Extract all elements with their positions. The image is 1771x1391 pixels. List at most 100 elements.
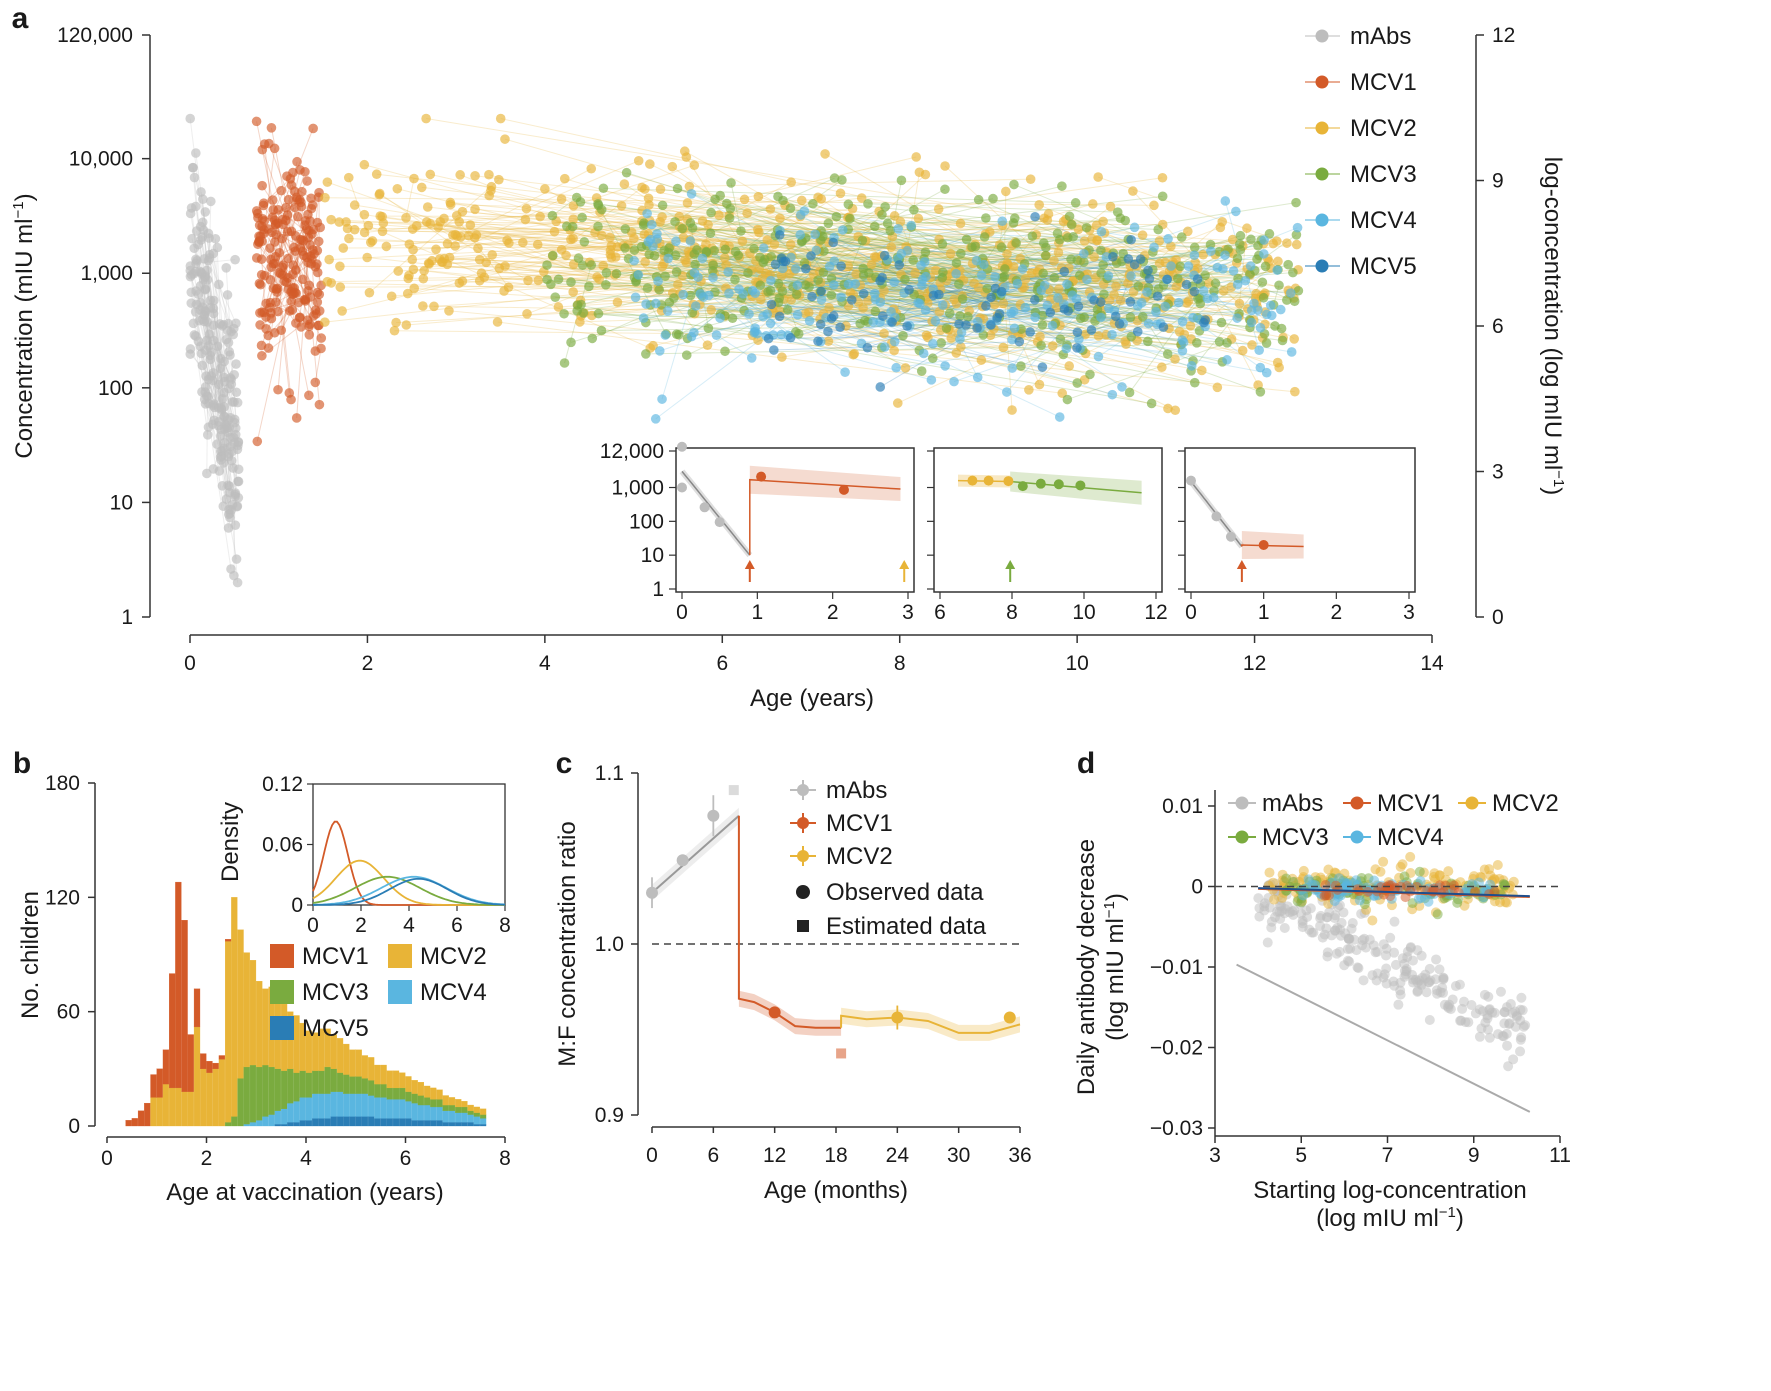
trajectory-line: [843, 240, 863, 285]
data-point-mabs: [1424, 1014, 1435, 1025]
data-point-mabs: [1508, 1054, 1519, 1065]
bar-mcv4: [479, 1118, 487, 1125]
data-point-mabs: [231, 554, 242, 564]
trajectory-line: [730, 182, 742, 232]
data-point-mcv3: [1070, 198, 1081, 208]
bar-mcv4: [448, 1110, 456, 1123]
data-point-mcv2: [408, 264, 419, 275]
data-point-mcv4: [997, 216, 1008, 227]
data-point-mcv5: [986, 292, 996, 303]
data-point-mcv1: [310, 377, 321, 388]
bar-mcv3: [380, 1083, 387, 1098]
data-point-mcv1: [272, 287, 282, 297]
data-point-mcv3: [573, 253, 584, 264]
data-point-mcv2: [1274, 362, 1284, 373]
x-tick-label: 8: [894, 652, 906, 675]
data-point-mcv4: [686, 331, 697, 342]
observed-point-mcv1: [768, 1006, 781, 1019]
data-point-mcv2: [492, 317, 503, 327]
data-point-mcv2: [392, 183, 403, 194]
data-point-mcv3: [1257, 277, 1268, 288]
data-point-mabs: [224, 481, 235, 491]
data-point-mcv2: [1042, 215, 1053, 225]
x-tick-label: 9: [1468, 1144, 1480, 1167]
data-point-mabs: [1378, 939, 1389, 950]
data-point-mcv3: [736, 226, 746, 236]
data-point-mcv2: [910, 268, 920, 279]
data-point-mcv4: [1039, 280, 1050, 291]
data-point-mcv2: [1183, 226, 1193, 237]
data-point-mabs: [193, 239, 203, 250]
data-point-mcv3: [900, 274, 910, 285]
legend-label: mAbs: [1350, 23, 1411, 50]
data-point-mcv5: [1158, 322, 1169, 332]
data-point-mabs: [1370, 947, 1381, 958]
data-point-mcv2: [1282, 238, 1292, 248]
bar-mcv5: [380, 1118, 387, 1127]
data-point-mcv3: [707, 265, 718, 276]
data-point-mabs: [1390, 959, 1401, 970]
data-point-mcv2: [1053, 284, 1064, 294]
data-point-mcv1: [312, 297, 323, 307]
bar-mcv5: [336, 1116, 344, 1127]
data-point-mcv3: [857, 235, 868, 246]
data-point-mcv5: [835, 322, 845, 333]
data-point-mcv5: [806, 251, 816, 261]
data-point-mcv2: [445, 197, 456, 208]
legend-marker: [1315, 29, 1329, 43]
data-point-mcv2: [1264, 867, 1275, 878]
data-point-mcv3: [1432, 909, 1443, 920]
data-point-mcv2: [1087, 234, 1097, 244]
data-point-mcv1: [305, 319, 315, 330]
bar-mcv2: [343, 1043, 350, 1075]
bar-mcv5: [436, 1120, 443, 1127]
data-point-mabs: [1395, 977, 1406, 988]
data-point-mabs: [1399, 965, 1410, 976]
data-point-mcv5: [1072, 343, 1082, 353]
data-point-mcv3: [1282, 295, 1292, 305]
data-point-mcv2: [892, 398, 903, 408]
legend-swatch: [270, 980, 294, 1004]
data-point-mcv2: [1093, 331, 1104, 341]
bars: [125, 881, 487, 1127]
bar-mcv2: [225, 941, 232, 1123]
data-point-mcv5: [981, 301, 991, 311]
data-point-mcv3: [692, 245, 702, 255]
bar-mcv2: [256, 981, 263, 1068]
observed-point-mabs: [707, 809, 720, 822]
data-point-mcv3: [601, 267, 612, 278]
data-point-mabs: [1425, 975, 1436, 986]
data-point-mcv4: [1093, 351, 1104, 362]
data-point-mcv2: [1370, 864, 1381, 875]
data-point-mabs: [1516, 1032, 1527, 1043]
data-point-mcv2: [682, 198, 693, 208]
data-point-mcv2: [785, 239, 796, 250]
data-point-mcv2: [391, 317, 401, 328]
trajectory-line: [689, 178, 1031, 187]
data-point-mabs: [226, 505, 237, 515]
bar-mcv4: [442, 1110, 449, 1123]
data-point-mcv2: [886, 242, 897, 252]
data-point-mcv5: [828, 311, 839, 321]
bar-mcv2: [392, 1070, 400, 1089]
inset-y-tick-label: 100: [629, 510, 664, 533]
data-point-mcv4: [697, 253, 708, 264]
data-point-mcv2: [714, 210, 724, 220]
data-point-mcv4: [1047, 320, 1058, 331]
data-point-mcv3: [1172, 273, 1183, 284]
x-axis-title: Age at vaccination (years): [166, 1179, 443, 1206]
data-point-mcv3: [593, 200, 604, 211]
data-point-mcv3: [598, 183, 609, 194]
data-point-mcv4: [708, 272, 718, 283]
bar-mcv2: [368, 1057, 375, 1081]
data-point-mcv3: [1276, 323, 1287, 334]
data-point-mcv3: [837, 175, 847, 185]
data-point-mcv3: [870, 306, 881, 317]
trajectory-line: [675, 240, 934, 345]
data-point-mcv4: [1265, 300, 1276, 311]
bar-mcv2: [193, 1026, 201, 1127]
trajectory-line: [649, 220, 946, 306]
bar-mcv5: [448, 1122, 456, 1127]
data-point-mabs: [1483, 991, 1494, 1002]
data-point-mcv5: [875, 382, 886, 392]
